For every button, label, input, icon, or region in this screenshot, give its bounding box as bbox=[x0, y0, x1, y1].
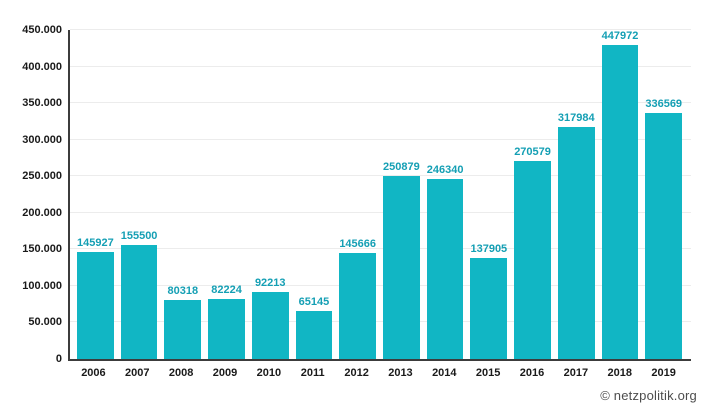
x-tick-label-2019: 2019 bbox=[651, 367, 676, 379]
x-tick-label-2008: 2008 bbox=[168, 367, 194, 379]
x-tick-label-2012: 2012 bbox=[344, 367, 369, 379]
bar-2013 bbox=[383, 175, 420, 359]
x-tick-label-2011: 2011 bbox=[300, 367, 325, 379]
bar-value-label-2007: 155500 bbox=[120, 230, 158, 243]
bar-slot-2012: 145666 bbox=[339, 30, 377, 359]
bar-2016 bbox=[514, 161, 551, 359]
y-tick-label-250.000: 250.000 bbox=[22, 170, 62, 183]
gridline-150.000 bbox=[70, 248, 691, 250]
bar-slot-2014: 246340 bbox=[426, 30, 464, 359]
bar-value-label-2014: 246340 bbox=[426, 163, 464, 176]
y-tick-label-450.000: 450.000 bbox=[22, 24, 62, 36]
bar-2010 bbox=[251, 291, 289, 359]
x-tick-label-2014: 2014 bbox=[432, 367, 457, 379]
gridline-300.000 bbox=[70, 138, 691, 140]
y-axis: 0 50.000 100.000 150.000 200.000 250.000 300.0… bbox=[0, 24, 62, 365]
x-tick-label-2017: 2017 bbox=[563, 367, 589, 379]
bar-value-label-2018: 447972 bbox=[601, 30, 639, 42]
gridline-350.000 bbox=[70, 102, 691, 104]
plot-area: 145927 155500 80318 82224 92213 65145 145666 25… bbox=[68, 29, 691, 361]
bar-slot-2015: 137905 bbox=[470, 30, 508, 359]
gridline-50.000 bbox=[70, 321, 691, 323]
bar-2017 bbox=[557, 126, 595, 359]
bar-value-label-2011: 65145 bbox=[298, 296, 330, 309]
bar-slot-2007: 155500 bbox=[120, 30, 158, 359]
y-tick-label-300.000: 300.000 bbox=[22, 133, 62, 146]
gridline-400.000 bbox=[70, 65, 691, 67]
x-tick-label-2010: 2010 bbox=[256, 367, 282, 379]
bar-slot-2006: 145927 bbox=[77, 30, 114, 359]
gridline-250.000 bbox=[70, 175, 691, 177]
bar-slot-2010: 92213 bbox=[251, 30, 289, 359]
bar-value-label-2019: 336569 bbox=[645, 97, 683, 110]
bar-value-label-2015: 137905 bbox=[470, 243, 508, 256]
bar-2012 bbox=[339, 252, 377, 359]
bar-value-label-2006: 145927 bbox=[77, 237, 114, 250]
bar-slot-2016: 270579 bbox=[514, 30, 551, 359]
bars-row: 145927 155500 80318 82224 92213 65145 145666 25… bbox=[70, 30, 691, 359]
y-tick-label-150.000: 150.000 bbox=[22, 243, 62, 256]
x-tick-label-2009: 2009 bbox=[212, 367, 238, 379]
bar-slot-2019: 336569 bbox=[645, 30, 683, 359]
bar-value-label-2013: 250879 bbox=[383, 160, 420, 173]
bar-value-label-2017: 317984 bbox=[557, 111, 595, 124]
bar-2009 bbox=[208, 298, 245, 359]
bar-value-label-2008: 80318 bbox=[167, 285, 199, 298]
bar-value-label-2016: 270579 bbox=[514, 146, 551, 159]
bar-value-label-2012: 145666 bbox=[339, 237, 377, 250]
y-tick-label-400.000: 400.000 bbox=[22, 60, 62, 73]
bar-value-label-2009: 82224 bbox=[211, 283, 242, 296]
bar-slot-2013: 250879 bbox=[383, 30, 420, 359]
bar-slot-2008: 80318 bbox=[164, 30, 202, 359]
y-tick-label-100.000: 100.000 bbox=[22, 279, 62, 292]
bar-2007 bbox=[120, 245, 158, 359]
bar-2015 bbox=[470, 258, 508, 359]
bar-value-label-2010: 92213 bbox=[254, 276, 286, 289]
gridline-450.000 bbox=[70, 29, 691, 30]
bar-slot-2017: 317984 bbox=[557, 30, 595, 359]
bar-2006 bbox=[77, 252, 114, 359]
x-tick-label-2007: 2007 bbox=[125, 367, 150, 379]
y-tick-label-200.000: 200.000 bbox=[22, 206, 62, 219]
x-axis: 2006 2007 2008 2009 2010 2011 2012 2013 2014 2015… bbox=[68, 367, 691, 379]
x-tick-label-2018: 2018 bbox=[607, 367, 632, 379]
x-tick-label-2015: 2015 bbox=[475, 367, 501, 379]
x-tick-label-2006: 2006 bbox=[81, 367, 106, 379]
bar-2011 bbox=[295, 311, 333, 359]
gridline-200.000 bbox=[70, 211, 691, 213]
bar-2019 bbox=[645, 112, 683, 359]
bar-2014 bbox=[426, 178, 464, 359]
bar-2008 bbox=[164, 300, 202, 359]
bar-slot-2009: 82224 bbox=[208, 30, 245, 359]
y-tick-label-0: 0 bbox=[55, 353, 62, 365]
bar-slot-2011: 65145 bbox=[295, 30, 333, 359]
y-tick-label-50.000: 50.000 bbox=[28, 316, 62, 329]
gridline-100.000 bbox=[70, 284, 691, 286]
watermark: © netzpolitik.org bbox=[600, 388, 697, 403]
y-tick-label-350.000: 350.000 bbox=[22, 97, 62, 110]
x-tick-label-2013: 2013 bbox=[388, 367, 413, 379]
bar-slot-2018: 447972 bbox=[601, 30, 639, 359]
x-tick-label-2016: 2016 bbox=[519, 367, 545, 379]
bar-2018 bbox=[601, 45, 639, 359]
